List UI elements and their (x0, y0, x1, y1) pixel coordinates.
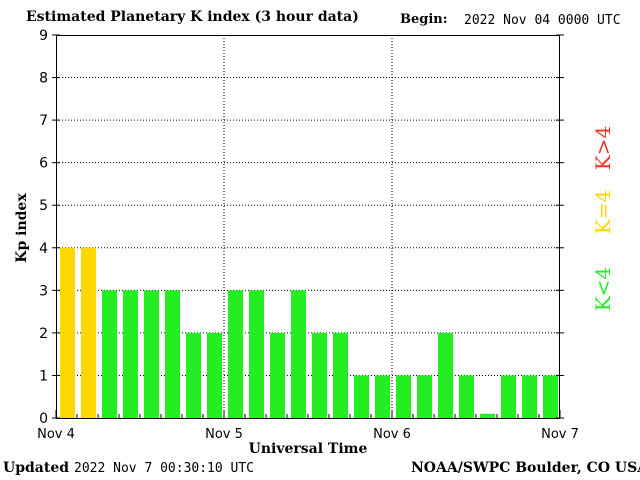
plot-frame (56, 35, 560, 419)
legend-k-less-4: K<4 (591, 266, 615, 312)
x-tick-label: Nov 4 (37, 427, 75, 442)
legend-k-greater-4: K>4 (591, 125, 615, 171)
kp-bar (186, 332, 201, 418)
kp-bar (480, 413, 495, 418)
begin-date: 2022 Nov 04 0000 UTC (464, 13, 621, 28)
plot-area (56, 35, 560, 418)
y-tick-label: 7 (39, 113, 48, 129)
x-axis-label: Universal Time (248, 441, 368, 457)
x-tick-label: Nov 7 (541, 427, 579, 442)
kp-bar (333, 332, 348, 418)
kp-bar (102, 290, 117, 418)
y-tick-label: 9 (39, 28, 48, 44)
y-tick-label: 6 (39, 156, 48, 172)
chart-title: Estimated Planetary K index (3 hour data… (26, 9, 359, 25)
kp-bar (522, 375, 537, 418)
kp-bar (228, 290, 243, 418)
kp-bar (417, 375, 432, 418)
kp-bar (291, 290, 306, 418)
kp-bar (543, 375, 558, 418)
kp-bar (144, 290, 159, 418)
y-tick-label: 8 (39, 71, 48, 87)
y-tick-label: 4 (39, 241, 48, 257)
legend-k-equal-4: K=4 (591, 189, 615, 235)
kp-bar (270, 332, 285, 418)
updated-label: Updated (3, 460, 70, 476)
y-tick-label: 3 (39, 283, 48, 299)
x-tick-label: Nov 6 (373, 427, 411, 442)
begin-label: Begin: (400, 12, 448, 27)
kp-bar (396, 375, 411, 418)
x-tick-label: Nov 5 (205, 427, 243, 442)
kp-bar (354, 375, 369, 418)
y-tick-label: 1 (39, 368, 48, 384)
kp-bar (375, 375, 390, 418)
kp-bar (438, 332, 453, 418)
kp-bar (60, 247, 75, 418)
kp-bar (207, 332, 222, 418)
y-tick-label: 5 (39, 198, 48, 214)
updated-date: 2022 Nov 7 00:30:10 UTC (74, 461, 255, 476)
kp-bar (165, 290, 180, 418)
source-credit: NOAA/SWPC Boulder, CO USA (411, 460, 640, 476)
kp-bar (249, 290, 264, 418)
y-tick-label: 0 (39, 411, 48, 427)
y-axis-label: Kp index (14, 193, 30, 263)
kp-bar (312, 332, 327, 418)
kp-bar (81, 247, 96, 418)
kp-bar (123, 290, 138, 418)
kp-bar (459, 375, 474, 418)
kp-bar (501, 375, 516, 418)
y-tick-label: 2 (39, 326, 48, 342)
